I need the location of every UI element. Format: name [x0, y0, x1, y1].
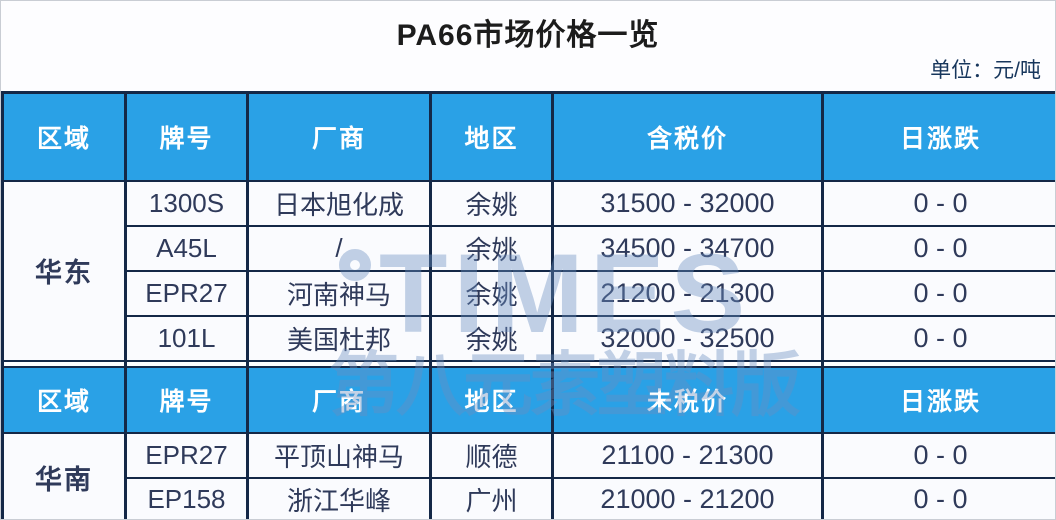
header-change: 日涨跌 — [821, 365, 1055, 434]
header-grade: 牌号 — [124, 365, 249, 434]
cell-area: 余姚 — [429, 179, 554, 227]
cell-change: 0 - 0 — [821, 179, 1055, 227]
cell-price: 34500 - 34700 — [551, 224, 824, 272]
price-table: 区域 牌号 厂商 地区 含税价 日涨跌 华东 1300S 日本旭化成 余姚 31… — [1, 91, 1055, 519]
table-row: 华南 EPR27 平顶山神马 顺德 21100 - 21300 0 - 0 — [1, 431, 1055, 519]
cell-manufacturer: 美国杜邦 — [246, 314, 432, 362]
cell-manufacturer: 日本旭化成 — [246, 179, 432, 227]
header-price-taxed: 含税价 — [551, 91, 824, 182]
header-change: 日涨跌 — [821, 91, 1055, 182]
table-row: EP158 浙江华峰 广州 21000 - 21200 0 - 0 — [3, 476, 1055, 519]
header-area: 地区 — [429, 365, 554, 434]
cell-change: 0 - 0 — [821, 224, 1055, 272]
cell-price: 31500 - 32000 — [551, 179, 824, 227]
cell-price: 21200 - 21300 — [551, 269, 824, 317]
region-cell-east: 华东 — [1, 179, 127, 362]
cell-price: 21000 - 21200 — [551, 476, 824, 519]
cell-area: 余姚 — [429, 224, 554, 272]
header-row-east: 区域 牌号 厂商 地区 含税价 日涨跌 — [1, 91, 1055, 182]
table-row: A45L / 余姚 34500 - 34700 0 - 0 — [3, 224, 1055, 272]
cell-grade: 1300S — [124, 179, 249, 227]
cell-manufacturer: / — [246, 224, 432, 272]
cell-manufacturer: 平顶山神马 — [246, 431, 432, 479]
cell-area: 广州 — [429, 476, 554, 519]
cell-area: 顺德 — [429, 431, 554, 479]
cell-area: 余姚 — [429, 269, 554, 317]
table-row: EPR27 河南神马 余姚 21200 - 21300 0 - 0 — [3, 269, 1055, 317]
header-area: 地区 — [429, 91, 554, 182]
header-manufacturer: 厂商 — [246, 365, 432, 434]
header-manufacturer: 厂商 — [246, 91, 432, 182]
table-row: 华东 1300S 日本旭化成 余姚 31500 - 32000 0 - 0 — [1, 179, 1055, 362]
cell-grade: EPR27 — [124, 269, 249, 317]
title-bar: PA66市场价格一览 单位：元/吨 — [1, 1, 1055, 91]
cell-change: 0 - 0 — [821, 476, 1055, 519]
header-grade: 牌号 — [124, 91, 249, 182]
header-region: 区域 — [1, 91, 127, 182]
cell-change: 0 - 0 — [821, 314, 1055, 362]
cell-price: 21100 - 21300 — [551, 431, 824, 479]
cell-grade: 101L — [124, 314, 249, 362]
cell-grade: EPR27 — [124, 431, 249, 479]
header-region: 区域 — [1, 365, 127, 434]
cell-area: 余姚 — [429, 314, 554, 362]
cell-grade: A45L — [124, 224, 249, 272]
section-gap — [1, 359, 1055, 368]
cell-grade: EP158 — [124, 476, 249, 519]
header-price-untaxed: 未税价 — [551, 365, 824, 434]
header-row-south: 区域 牌号 厂商 地区 未税价 日涨跌 — [1, 365, 1055, 434]
unit-label: 单位：元/吨 — [930, 59, 1041, 82]
cell-change: 0 - 0 — [821, 269, 1055, 317]
cell-change: 0 - 0 — [821, 431, 1055, 479]
region-cell-south: 华南 — [1, 431, 127, 519]
cell-manufacturer: 河南神马 — [246, 269, 432, 317]
page-title: PA66市场价格一览 — [396, 19, 660, 52]
table-row: 101L 美国杜邦 余姚 32000 - 32500 0 - 0 — [3, 314, 1055, 362]
cell-price: 32000 - 32500 — [551, 314, 824, 362]
cell-manufacturer: 浙江华峰 — [246, 476, 432, 519]
